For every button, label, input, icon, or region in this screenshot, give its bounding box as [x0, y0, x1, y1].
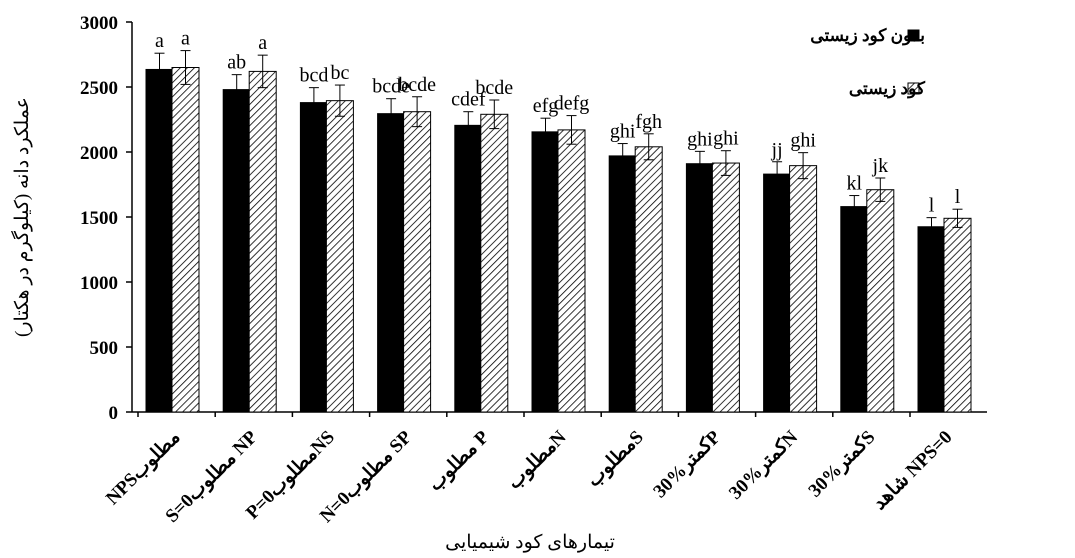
y-tick-label: 0 — [109, 403, 119, 424]
bar-no-biofertilizer-11 — [917, 226, 946, 413]
significance-label: defg — [554, 93, 590, 115]
significance-label: efg — [533, 95, 559, 117]
bar-biofertilizer-1 — [171, 67, 200, 413]
bar-no-biofertilizer-6 — [531, 131, 560, 413]
category-label: NPSمطلوب — [102, 427, 184, 509]
bar-no-biofertilizer-3 — [299, 102, 328, 413]
bar-biofertilizer-9 — [789, 165, 818, 413]
legend-label-biofertilizer: کود زیستی — [849, 79, 926, 99]
bar-no-biofertilizer-7 — [608, 155, 637, 413]
significance-label: ghi — [790, 130, 816, 152]
bar-biofertilizer-3 — [325, 100, 354, 413]
bar-biofertilizer-5 — [480, 113, 509, 413]
significance-label: l — [955, 186, 961, 208]
category-label: مطلوبN — [504, 426, 571, 493]
bar-biofertilizer-2 — [248, 70, 277, 413]
bar-biofertilizer-4 — [403, 111, 432, 413]
significance-label: a — [155, 30, 164, 52]
y-tick-label: 3000 — [80, 13, 118, 34]
y-tick-label: 500 — [90, 338, 119, 359]
significance-label: cdef — [451, 89, 486, 111]
significance-label: jk — [872, 155, 889, 177]
significance-label: a — [181, 28, 190, 50]
category-label: مطلوب P — [425, 426, 494, 495]
category-label: کمتر%30S — [805, 427, 880, 502]
y-tick-label: 1000 — [80, 273, 118, 294]
bar-no-biofertilizer-8 — [685, 163, 714, 413]
bar-biofertilizer-11 — [943, 217, 972, 413]
significance-label: fgh — [635, 111, 662, 133]
significance-label: jj — [771, 139, 783, 161]
significance-label: bcd — [299, 65, 328, 87]
significance-label: l — [929, 195, 935, 217]
legend-swatch-biofertilizer — [907, 82, 920, 95]
significance-label: ghi — [713, 128, 739, 150]
bar-biofertilizer-7 — [634, 146, 663, 413]
category-label: کمتر%30N — [725, 426, 802, 503]
y-tick-label: 2500 — [80, 78, 118, 99]
legend: بدون کود زیستی کود زیستی — [810, 26, 926, 99]
category-label: کمتر%30P — [649, 426, 725, 502]
bar-no-biofertilizer-4 — [377, 113, 406, 413]
x-axis-label: تیمارهای کود شیمیایی — [445, 532, 615, 553]
significance-label: ab — [227, 52, 246, 74]
bar-no-biofertilizer-5 — [454, 124, 483, 413]
bar-no-biofertilizer-2 — [222, 89, 251, 413]
y-tick-labels: 0 500 1000 1500 2000 2500 3000 — [80, 13, 132, 424]
y-axis-label: عملکرد دانه (کیلوگرم در هکتار) — [10, 97, 33, 337]
significance-label: kl — [847, 173, 863, 195]
legend-swatch-no-biofertilizer — [907, 29, 920, 42]
legend-label-no-biofertilizer: بدون کود زیستی — [810, 26, 925, 46]
bar-no-biofertilizer-1 — [145, 68, 174, 413]
category-label: مطلوبS — [583, 427, 648, 492]
category-label: شاهد NPS=0 — [869, 427, 956, 514]
significance-label: ghi — [687, 128, 713, 150]
significance-label: bc — [330, 62, 349, 84]
y-tick-label: 2000 — [80, 143, 118, 164]
y-tick-label: 1500 — [80, 208, 118, 229]
bar-biofertilizer-10 — [866, 189, 895, 413]
bar-no-biofertilizer-10 — [840, 206, 869, 413]
significance-label: bcde — [475, 77, 513, 99]
significance-label: bcde — [398, 74, 436, 96]
bar-no-biofertilizer-9 — [763, 173, 792, 413]
bar-biofertilizer-8 — [711, 162, 740, 413]
significance-label: bcde — [372, 76, 410, 98]
bar-biofertilizer-6 — [557, 129, 586, 413]
significance-label: ghi — [610, 121, 636, 143]
significance-label: a — [258, 32, 267, 54]
